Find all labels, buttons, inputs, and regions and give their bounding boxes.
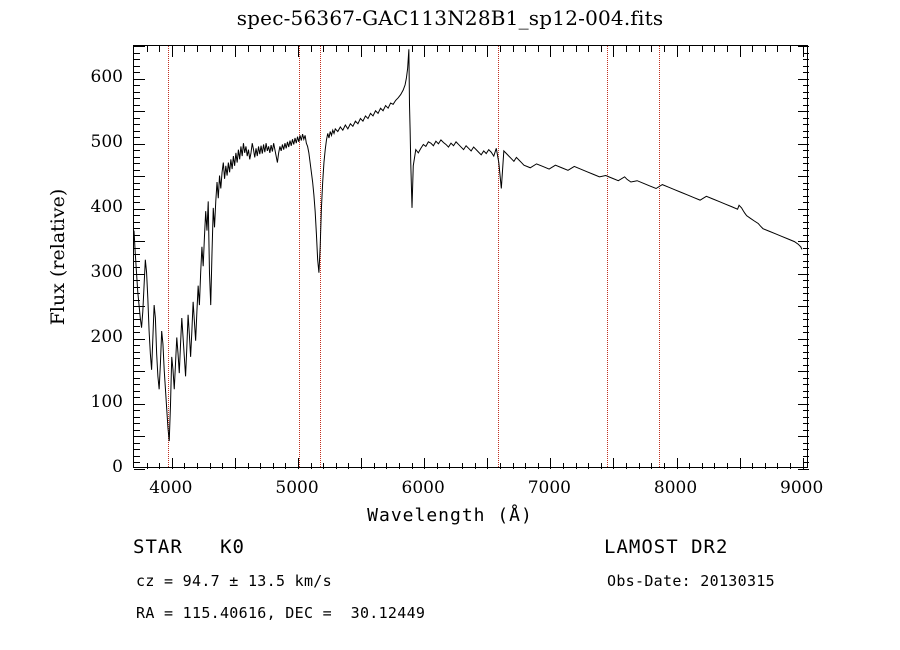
plot-area [133, 45, 809, 470]
spectral-line-marker-oiii [298, 46, 301, 467]
y-tick-label: 600 [90, 66, 123, 87]
spectral-line-marker-nii [497, 46, 500, 467]
coordinates-text: RA = 115.40616, DEC = 30.12449 [136, 604, 426, 622]
x-tick-label: 4000 [149, 478, 193, 498]
x-tick-label: 9000 [780, 478, 824, 498]
y-tick-label: 400 [90, 196, 123, 217]
spectral-line-marker-sii [658, 46, 661, 467]
y-tick-label: 500 [90, 131, 123, 152]
spectral-line-marker-oii [607, 46, 609, 467]
spectrum-trace [134, 46, 807, 467]
x-tick-label: 7000 [527, 478, 571, 498]
y-tick-label: 200 [90, 326, 123, 347]
y-tick-label: 300 [90, 261, 123, 282]
spectral-line-marker-mg [320, 46, 322, 467]
tick-mark [134, 469, 145, 470]
y-tick-label: 100 [90, 391, 123, 412]
page-title: spec-56367-GAC113N28B1_sp12-004.fits [236, 6, 664, 30]
x-tick-label: 5000 [275, 478, 319, 498]
survey-text: LAMOST DR2 [604, 536, 729, 558]
y-tick-label: 0 [112, 457, 123, 477]
x-tick-label: 6000 [401, 478, 445, 498]
x-tick-label: 8000 [653, 478, 698, 498]
object-class-text: STAR K0 [133, 536, 245, 558]
velocity-text: cz = 94.7 ± 13.5 km/s [136, 572, 332, 590]
tick-mark [798, 469, 809, 470]
y-axis-label: Flux (relative) [47, 188, 69, 325]
x-axis-label: Wavelength (Å) [367, 505, 533, 526]
obs-date-text: Obs-Date: 20130315 [607, 572, 775, 590]
spectral-line-marker-h [167, 46, 170, 467]
